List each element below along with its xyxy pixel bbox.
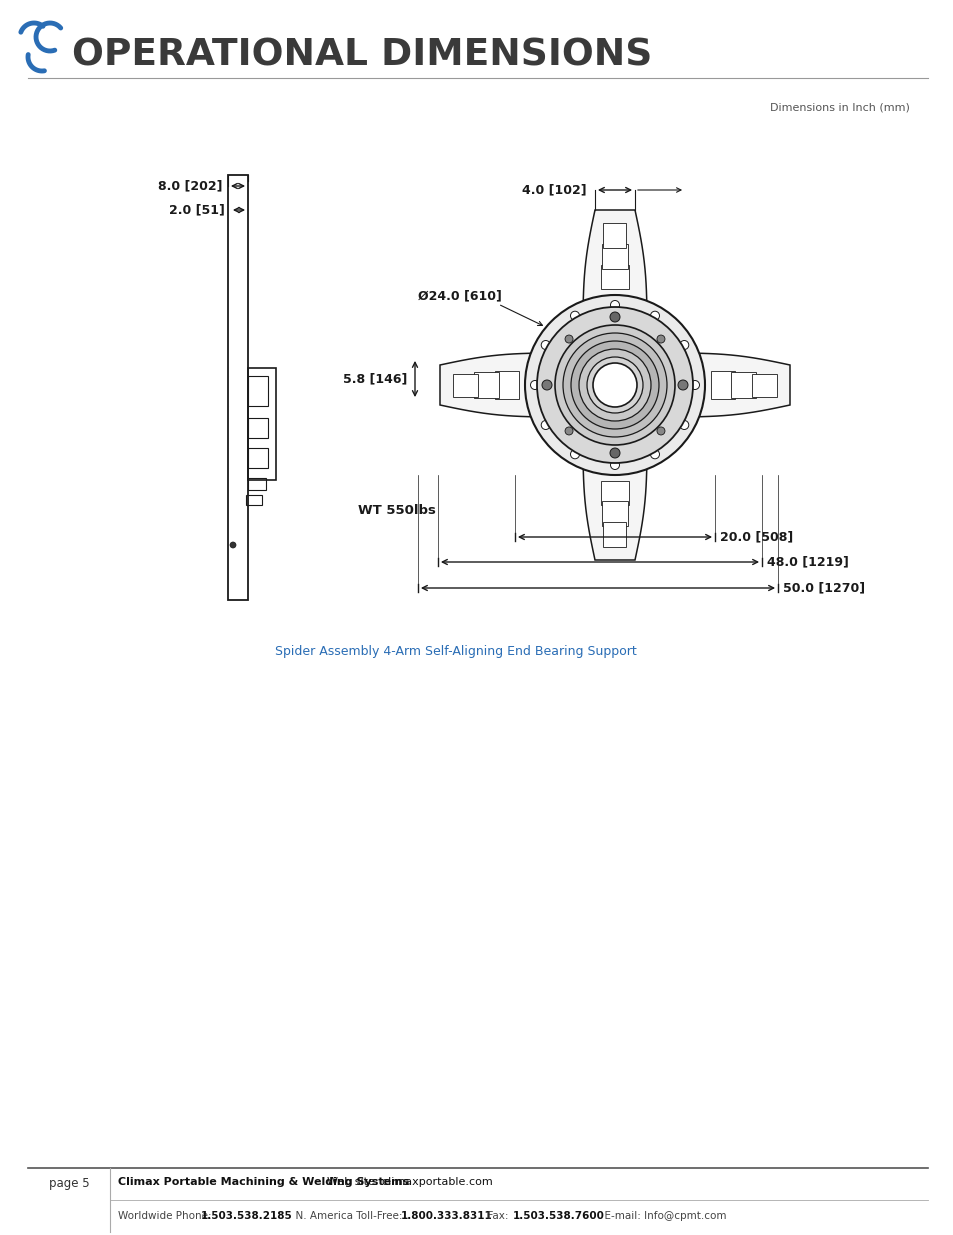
Text: 1.800.333.8311: 1.800.333.8311: [400, 1212, 493, 1221]
Circle shape: [570, 450, 578, 458]
Bar: [248, 375, 268, 406]
Circle shape: [610, 300, 618, 310]
Text: Worldwide Phone:: Worldwide Phone:: [118, 1212, 214, 1221]
Text: OPERATIONAL DIMENSIONS: OPERATIONAL DIMENSIONS: [71, 37, 652, 73]
Circle shape: [593, 363, 637, 408]
Circle shape: [609, 312, 619, 322]
Text: Fax:: Fax:: [480, 1212, 511, 1221]
Text: page 5: page 5: [49, 1177, 90, 1191]
Circle shape: [564, 427, 573, 435]
Bar: [228, 175, 248, 600]
Text: 2.0 [51]: 2.0 [51]: [169, 204, 225, 216]
Text: 8.0 [202]: 8.0 [202]: [158, 179, 223, 193]
Polygon shape: [600, 264, 628, 289]
Text: Web site: climaxportable.com: Web site: climaxportable.com: [319, 1177, 493, 1187]
Bar: [248, 478, 266, 490]
Polygon shape: [603, 224, 626, 248]
Text: Climax Portable Machining & Welding Systems: Climax Portable Machining & Welding Syst…: [118, 1177, 409, 1187]
Polygon shape: [603, 522, 626, 547]
Circle shape: [586, 357, 642, 412]
Polygon shape: [474, 372, 498, 398]
Polygon shape: [751, 373, 776, 396]
Text: WT 550lbs: WT 550lbs: [357, 504, 436, 516]
Text: 4.0 [102]: 4.0 [102]: [522, 184, 586, 196]
Text: 50.0 [1270]: 50.0 [1270]: [782, 582, 864, 594]
Circle shape: [530, 380, 539, 389]
Circle shape: [578, 350, 650, 421]
Text: 48.0 [1219]: 48.0 [1219]: [766, 556, 848, 568]
Text: 20.0 [508]: 20.0 [508]: [720, 531, 792, 543]
Polygon shape: [494, 370, 518, 399]
Circle shape: [657, 427, 664, 435]
Polygon shape: [601, 501, 627, 526]
Circle shape: [540, 420, 550, 430]
Circle shape: [540, 341, 550, 350]
Text: Spider Assembly 4-Arm Self-Aligning End Bearing Support: Spider Assembly 4-Arm Self-Aligning End …: [274, 645, 636, 658]
Circle shape: [570, 311, 578, 320]
Text: E-mail: Info@cpmt.com: E-mail: Info@cpmt.com: [598, 1212, 726, 1221]
Circle shape: [230, 542, 235, 548]
Polygon shape: [453, 373, 477, 396]
Polygon shape: [582, 210, 646, 312]
Circle shape: [690, 380, 699, 389]
Text: N. America Toll-Free:: N. America Toll-Free:: [289, 1212, 405, 1221]
Circle shape: [562, 333, 666, 437]
Circle shape: [650, 311, 659, 320]
Circle shape: [678, 380, 687, 390]
Circle shape: [657, 335, 664, 343]
Bar: [248, 448, 268, 468]
Circle shape: [564, 335, 573, 343]
Polygon shape: [731, 372, 755, 398]
Text: 1.503.538.7600: 1.503.538.7600: [513, 1212, 604, 1221]
Text: Ø24.0 [610]: Ø24.0 [610]: [417, 289, 501, 303]
Text: Dimensions in Inch (mm): Dimensions in Inch (mm): [769, 103, 909, 112]
Bar: [248, 368, 275, 480]
Circle shape: [650, 450, 659, 458]
Circle shape: [610, 461, 618, 469]
Text: 1.503.538.2185: 1.503.538.2185: [201, 1212, 293, 1221]
Bar: [248, 417, 268, 438]
Bar: [246, 495, 262, 505]
Polygon shape: [601, 245, 627, 269]
Polygon shape: [582, 457, 646, 559]
Circle shape: [524, 295, 704, 475]
Circle shape: [679, 341, 688, 350]
Polygon shape: [686, 353, 789, 417]
Circle shape: [609, 448, 619, 458]
Polygon shape: [710, 370, 735, 399]
Circle shape: [541, 380, 552, 390]
Circle shape: [571, 341, 659, 429]
Circle shape: [555, 325, 675, 445]
Polygon shape: [439, 353, 542, 417]
Circle shape: [537, 308, 692, 463]
Circle shape: [679, 420, 688, 430]
Polygon shape: [600, 480, 628, 505]
Text: 5.8 [146]: 5.8 [146]: [342, 373, 407, 385]
